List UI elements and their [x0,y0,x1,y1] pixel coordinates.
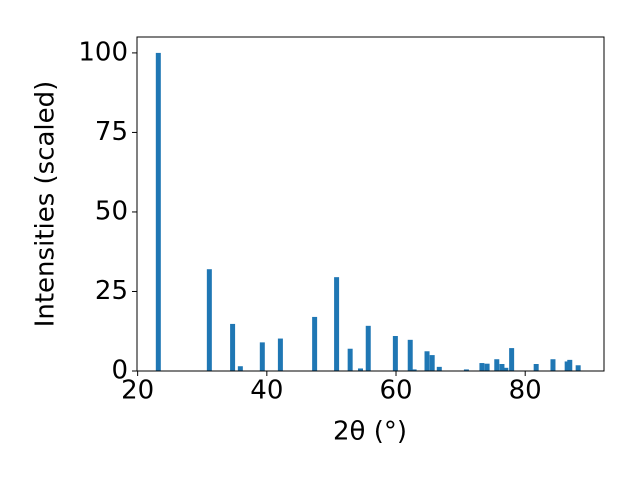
bar [533,364,539,371]
bar [155,52,161,372]
bar [365,325,371,371]
x-tick-label: 40 [250,376,283,406]
bar [237,366,243,371]
bar [479,363,485,371]
x-tick-label: 20 [121,376,154,406]
bar [575,365,581,371]
bar [564,361,570,371]
bar [494,359,500,371]
bar [499,364,505,371]
bar [312,316,318,371]
bar [230,323,236,371]
y-axis-label: Intensities (scaled) [31,81,61,328]
bar [411,369,417,371]
bar [436,366,442,371]
bar [277,338,283,371]
y-tick-label: 25 [95,276,128,306]
bar [424,351,430,371]
bar [567,359,573,371]
bar [463,369,469,371]
bar [503,367,509,371]
y-tick-label: 50 [95,196,128,226]
bar [334,277,340,371]
x-tick-label: 80 [509,376,542,406]
bar [259,342,265,371]
x-axis-label: 2θ (°) [333,417,407,447]
bar [407,339,413,371]
bar [347,348,353,371]
y-tick-label: 100 [78,37,128,67]
bar [429,355,435,371]
y-tick-label: 75 [95,117,128,147]
bar [206,269,212,371]
y-tick-label: 0 [111,356,128,386]
plot-frame [136,36,605,372]
x-tick-label: 60 [379,376,412,406]
bar [392,336,398,371]
bar [357,368,363,371]
bar [550,359,556,371]
bar [484,363,490,371]
bar [509,348,515,371]
